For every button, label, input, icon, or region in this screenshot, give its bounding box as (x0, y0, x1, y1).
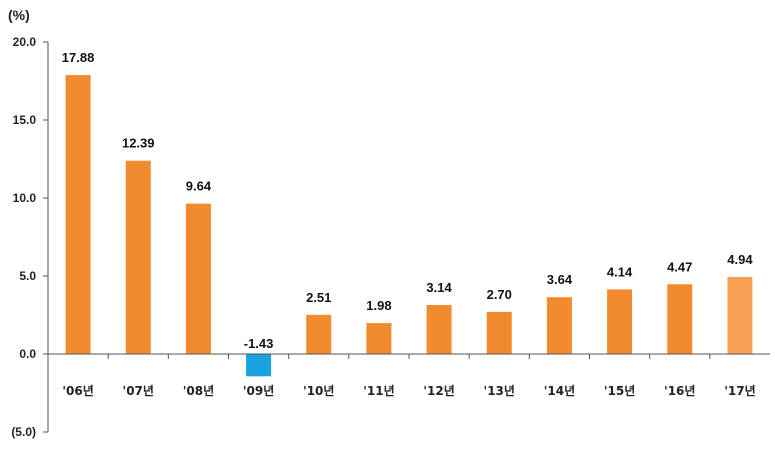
data-label: 1.98 (366, 298, 391, 313)
bar (486, 311, 512, 354)
data-label: 4.94 (727, 252, 753, 267)
bar (366, 323, 392, 354)
bar (607, 289, 633, 354)
data-label: 12.39 (122, 136, 155, 151)
data-label: 9.64 (186, 179, 212, 194)
x-tick-label: '17년 (724, 384, 755, 398)
x-tick-label: '12년 (423, 384, 454, 398)
x-tick-label: '06년 (62, 384, 93, 398)
x-tick-label: '07년 (123, 384, 154, 398)
data-label: 4.47 (667, 259, 692, 274)
x-tick-label: '11년 (363, 384, 394, 398)
bar (125, 160, 151, 354)
x-tick-label: '13년 (484, 384, 515, 398)
bar (65, 75, 91, 355)
y-tick-label: (5.0) (11, 425, 36, 439)
bar (306, 314, 332, 354)
bar (426, 305, 452, 354)
bar (667, 284, 693, 354)
x-axis: '06년 '07년 '08년 '09년 '10년 '11년 '12년 '13년 '14년 '15년… (48, 353, 770, 398)
y-tick-label: 0.0 (19, 347, 36, 361)
bars: 17.88 12.39 9.64 -1.43 2.51 1.98 3.14 2.70 3.64 4… (62, 50, 753, 377)
bar (185, 203, 211, 354)
data-label: 3.64 (547, 272, 573, 287)
y-axis: 20.0 15.0 10.0 5.0 0.0 (5.0) (11, 35, 49, 439)
x-tick-label: '09년 (243, 384, 274, 398)
data-label: -1.43 (244, 336, 274, 351)
x-tick-label: '10년 (303, 384, 334, 398)
data-label: 4.14 (607, 264, 633, 279)
data-label: 17.88 (62, 50, 95, 65)
bar (546, 297, 572, 354)
data-label: 2.51 (306, 290, 331, 305)
bar (727, 276, 753, 354)
y-tick-label: 5.0 (19, 269, 36, 283)
x-tick-label: '15년 (604, 384, 635, 398)
bar (246, 354, 272, 377)
x-tick-label: '16년 (664, 384, 695, 398)
x-tick-label: '08년 (183, 384, 214, 398)
y-tick-label: 20.0 (13, 35, 37, 49)
y-tick-label: 15.0 (13, 113, 37, 127)
data-label: 3.14 (426, 280, 452, 295)
x-tick-label: '14년 (544, 384, 575, 398)
data-label: 2.70 (487, 287, 512, 302)
y-tick-label: 10.0 (13, 191, 37, 205)
unit-label: (%) (8, 7, 30, 23)
